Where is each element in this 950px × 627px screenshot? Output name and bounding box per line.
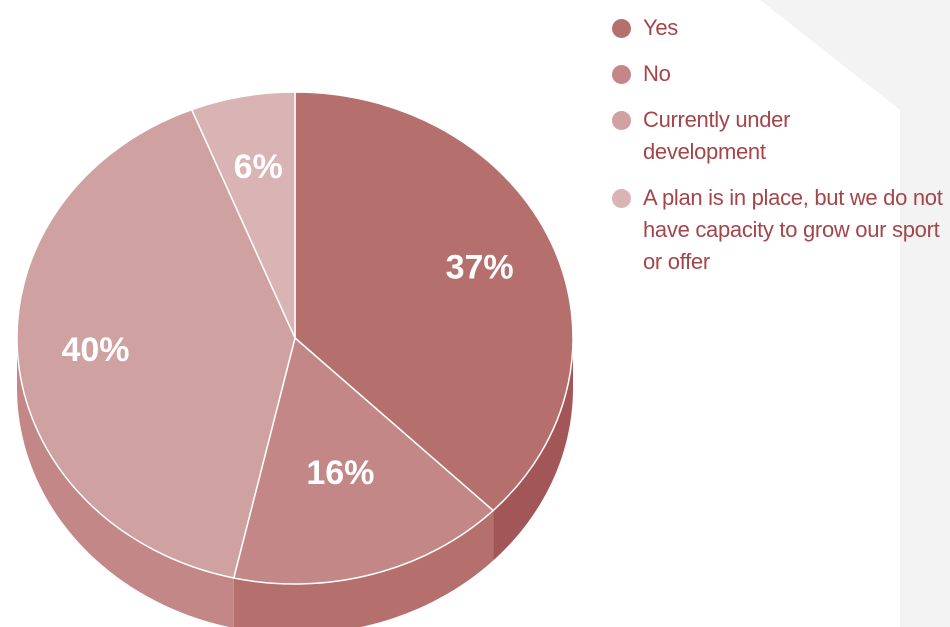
- legend-item-under-development: Currently under development: [612, 104, 948, 168]
- pie-labels: 37% 16% 40% 6%: [61, 148, 513, 492]
- legend-item-plan-in-place: A plan is in place, but we do not have c…: [612, 182, 948, 278]
- pie-slice-yes: [294, 91, 574, 512]
- data-label-under-development: 40%: [61, 331, 129, 369]
- legend-marker-yes: [612, 19, 631, 38]
- legend-marker-under-development: [612, 111, 631, 130]
- data-label-no: 16%: [306, 454, 374, 492]
- background-panel: [760, 0, 950, 627]
- pie-slices: [16, 91, 574, 585]
- pie-side-no: [233, 510, 494, 627]
- legend-marker-no: [612, 65, 631, 84]
- data-label-yes: 37%: [446, 249, 514, 287]
- legend-item-no: No: [612, 58, 948, 90]
- pie-side-yes: [493, 338, 573, 561]
- legend-marker-plan-in-place: [612, 189, 631, 208]
- pie-slice-under-development: [16, 108, 296, 579]
- pie-side-under-development: [17, 338, 234, 627]
- pie-sides: [17, 338, 573, 627]
- pie-slice-plan-in-place: [190, 91, 296, 339]
- pie-chart: 37% 16% 40% 6%: [16, 91, 574, 627]
- data-label-plan-in-place: 6%: [234, 148, 283, 186]
- legend-label-no: No: [643, 61, 671, 86]
- legend-label-under-development: Currently under development: [643, 107, 791, 164]
- pie-slice-no: [233, 337, 494, 585]
- legend-label-yes: Yes: [643, 15, 678, 40]
- legend-item-yes: Yes: [612, 12, 948, 44]
- legend-label-plan-in-place: A plan is in place, but we do not have c…: [643, 185, 943, 274]
- legend: Yes No Currently under development A pla…: [612, 12, 948, 292]
